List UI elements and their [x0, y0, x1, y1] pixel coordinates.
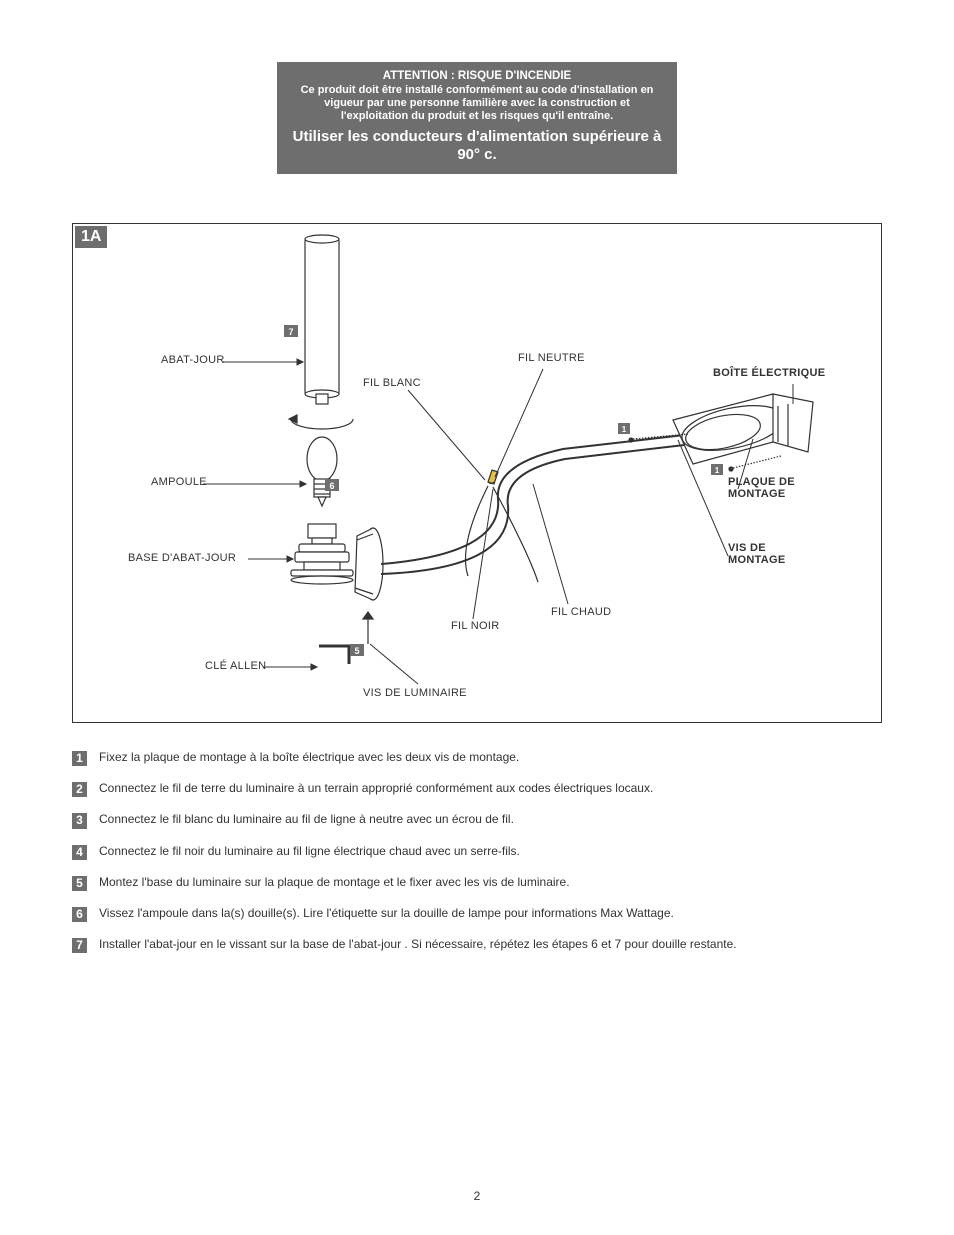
- instruction-text: Fixez la plaque de montage à la boîte él…: [99, 750, 882, 766]
- warning-main: Utiliser les conducteurs d'alimentation …: [291, 128, 663, 164]
- label-fil-neutre: FIL NEUTRE: [518, 352, 585, 364]
- label-cle-allen: CLÉ ALLEN: [205, 660, 266, 672]
- instruction-text: Montez l'base du luminaire sur la plaque…: [99, 875, 882, 891]
- warning-box: ATTENTION : RISQUE D'INCENDIE Ce produit…: [277, 62, 677, 174]
- page-number: 2: [0, 1189, 954, 1203]
- svg-text:5: 5: [354, 646, 359, 656]
- step-badge: 4: [72, 845, 87, 860]
- step-badge: 7: [72, 938, 87, 953]
- instruction-text: Connectez le fil noir du luminaire au fi…: [99, 844, 882, 860]
- label-ampoule: AMPOULE: [151, 476, 207, 488]
- diagram-frame: 1A: [72, 223, 882, 723]
- instruction-row: 4 Connectez le fil noir du luminaire au …: [72, 844, 882, 860]
- instruction-row: 5 Montez l'base du luminaire sur la plaq…: [72, 875, 882, 891]
- label-vis-luminaire: VIS DE LUMINAIRE: [363, 687, 467, 699]
- warning-body: Ce produit doit être installé conforméme…: [291, 84, 663, 124]
- label-boite-electrique: BOÎTE ÉLECTRIQUE: [713, 367, 825, 379]
- instruction-text: Vissez l'ampoule dans la(s) douille(s). …: [99, 906, 882, 922]
- instruction-text: Connectez le fil blanc du luminaire au f…: [99, 812, 882, 828]
- instruction-row: 1 Fixez la plaque de montage à la boîte …: [72, 750, 882, 766]
- label-fil-noir: FIL NOIR: [451, 620, 499, 632]
- step-badge: 6: [72, 907, 87, 922]
- instructions-list: 1 Fixez la plaque de montage à la boîte …: [72, 750, 882, 968]
- instruction-text: Installer l'abat-jour en le vissant sur …: [99, 937, 882, 953]
- svg-text:1: 1: [622, 425, 627, 434]
- step-badge: 5: [72, 876, 87, 891]
- label-fil-blanc: FIL BLANC: [363, 377, 421, 389]
- label-plaque-montage: PLAQUE DE MONTAGE: [728, 476, 808, 500]
- wiring-diagram-svg: 7 6 5 1 1: [73, 224, 883, 724]
- instruction-text: Connectez le fil de terre du luminaire à…: [99, 781, 882, 797]
- step-badge: 1: [72, 751, 87, 766]
- instruction-row: 2 Connectez le fil de terre du luminaire…: [72, 781, 882, 797]
- step-badge: 2: [72, 782, 87, 797]
- instruction-row: 7 Installer l'abat-jour en le vissant su…: [72, 937, 882, 953]
- label-fil-chaud: FIL CHAUD: [551, 606, 611, 618]
- svg-text:1: 1: [715, 466, 720, 475]
- warning-title: ATTENTION : RISQUE D'INCENDIE: [291, 70, 663, 82]
- label-vis-montage: VIS DE MONTAGE: [728, 542, 808, 566]
- label-base-abat-jour: BASE D'ABAT-JOUR: [128, 552, 236, 564]
- instruction-row: 3 Connectez le fil blanc du luminaire au…: [72, 812, 882, 828]
- instruction-row: 6 Vissez l'ampoule dans la(s) douille(s)…: [72, 906, 882, 922]
- svg-text:6: 6: [329, 481, 334, 491]
- step-badge: 3: [72, 813, 87, 828]
- svg-text:7: 7: [288, 327, 293, 337]
- label-abat-jour: ABAT-JOUR: [161, 354, 225, 366]
